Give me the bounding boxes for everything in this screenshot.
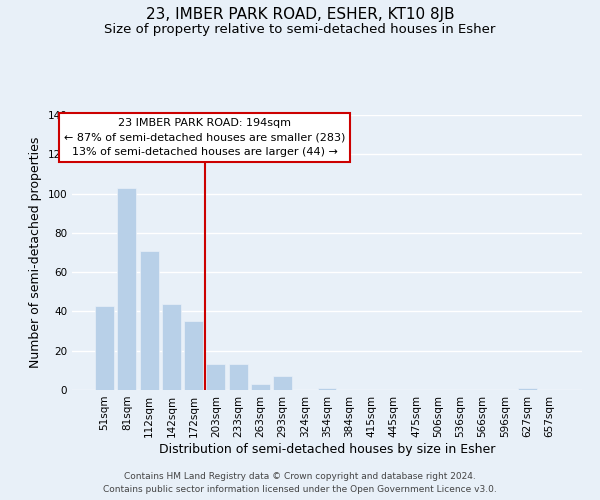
Bar <box>140 250 158 390</box>
Bar <box>251 384 270 390</box>
Bar <box>95 306 114 390</box>
Bar <box>118 188 136 390</box>
Bar <box>162 304 181 390</box>
Bar <box>206 364 225 390</box>
Text: 23 IMBER PARK ROAD: 194sqm
← 87% of semi-detached houses are smaller (283)
13% o: 23 IMBER PARK ROAD: 194sqm ← 87% of semi… <box>64 118 345 158</box>
X-axis label: Distribution of semi-detached houses by size in Esher: Distribution of semi-detached houses by … <box>159 442 495 456</box>
Y-axis label: Number of semi-detached properties: Number of semi-detached properties <box>29 137 42 368</box>
Bar <box>184 322 203 390</box>
Bar <box>229 364 248 390</box>
Text: Contains HM Land Registry data © Crown copyright and database right 2024.: Contains HM Land Registry data © Crown c… <box>124 472 476 481</box>
Bar <box>317 388 337 390</box>
Text: 23, IMBER PARK ROAD, ESHER, KT10 8JB: 23, IMBER PARK ROAD, ESHER, KT10 8JB <box>146 8 454 22</box>
Bar <box>273 376 292 390</box>
Bar <box>518 388 536 390</box>
Text: Contains public sector information licensed under the Open Government Licence v3: Contains public sector information licen… <box>103 485 497 494</box>
Text: Size of property relative to semi-detached houses in Esher: Size of property relative to semi-detach… <box>104 22 496 36</box>
